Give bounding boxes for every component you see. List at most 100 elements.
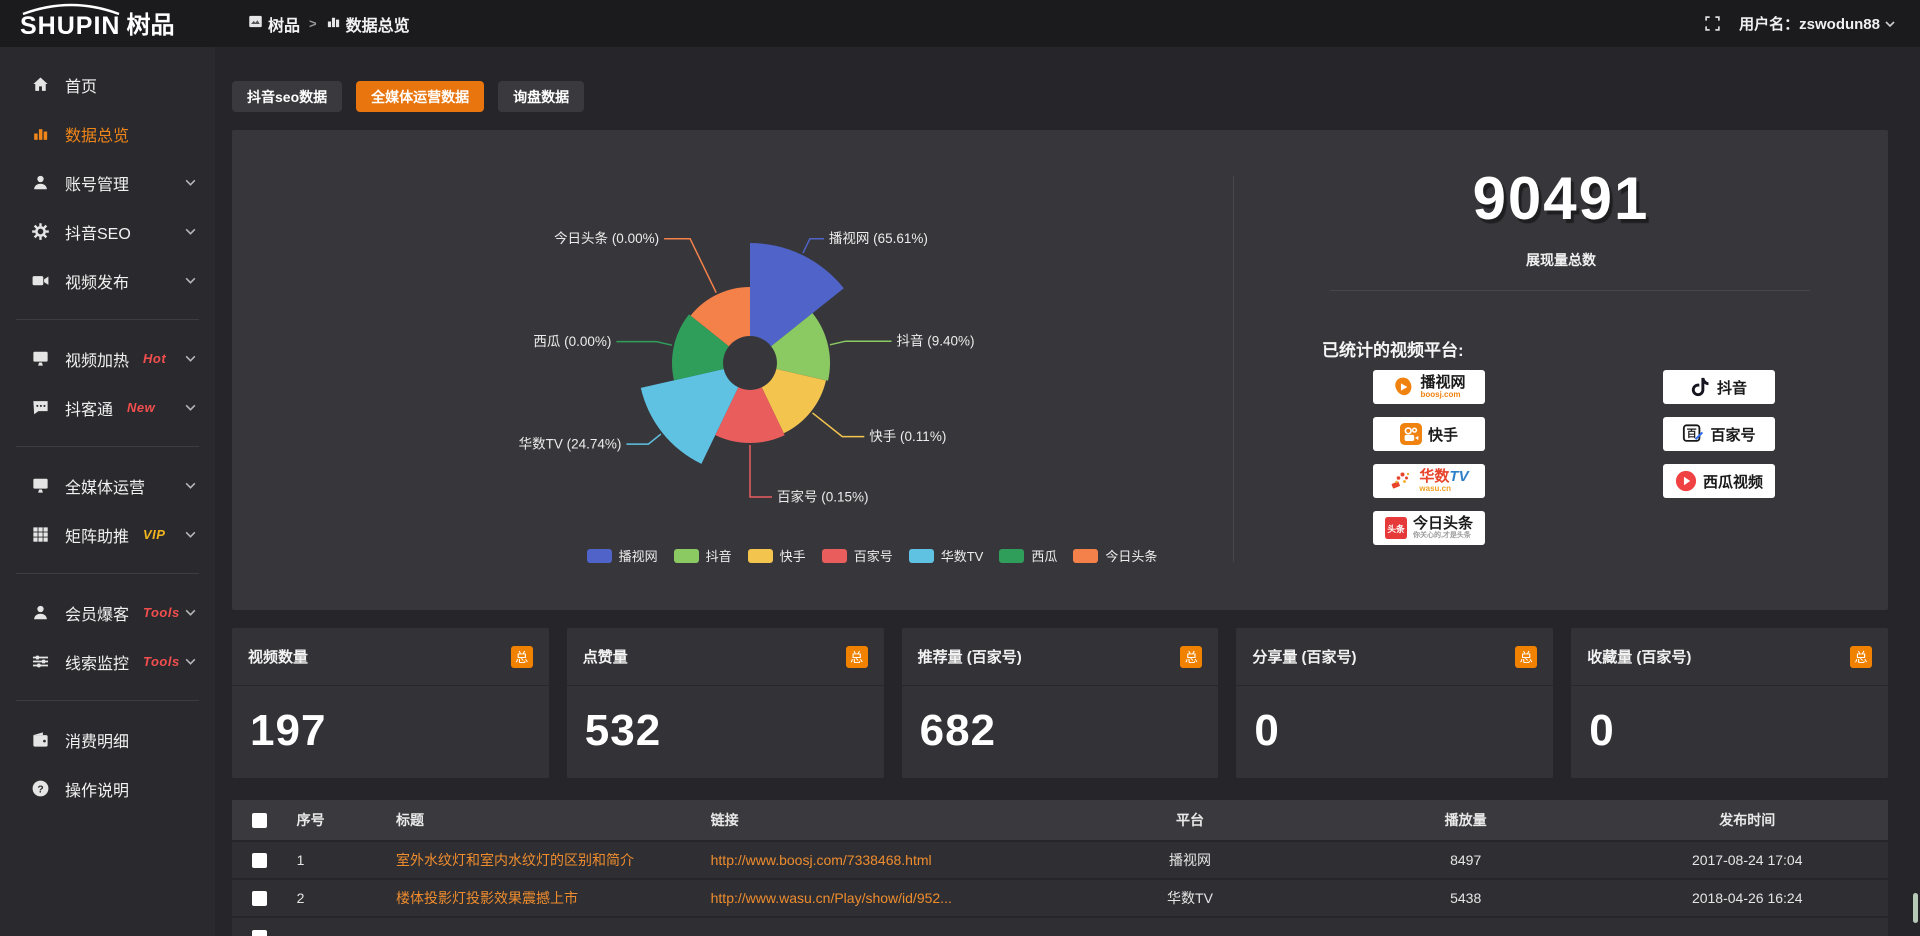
xigua-logo-icon [1675,470,1697,492]
legend-item-抖音[interactable]: 抖音 [673,546,732,565]
sidebar-item-消费明细[interactable]: 消费明细 [0,715,215,764]
legend-item-今日头条[interactable]: 今日头条 [1073,546,1157,565]
monitor-icon [30,476,50,495]
vertical-scrollbar[interactable] [1913,893,1918,923]
platforms-title: 已统计的视频平台: [1322,341,1464,360]
stat-card-header: 收藏量 (百家号) 总 [1571,628,1888,686]
platform-name: 今日头条 [1412,515,1473,533]
chevron-down-icon [184,274,197,287]
row-checkbox[interactable] [251,929,267,936]
legend-label: 西瓜 [1031,549,1058,564]
platform-sub: 你关心的,才是头条 [1412,532,1471,540]
gear-icon [30,222,50,241]
boosj-logo-icon [1392,376,1414,398]
sidebar-item-数据总览[interactable]: 数据总览 [0,109,215,158]
platform-name: 华数TV [1419,467,1469,485]
pie-label-line [616,340,673,346]
impressions-total-value: 90491 [1472,165,1650,232]
user-icon [30,603,50,622]
tab-询盘数据[interactable]: 询盘数据 [498,81,585,112]
sidebar-item-首页[interactable]: 首页 [0,60,215,109]
legend-label: 抖音 [705,549,732,564]
tab-抖音seo数据[interactable]: 抖音seo数据 [232,81,343,112]
svg-text:?: ? [37,784,43,795]
sidebar-item-抖客通[interactable]: 抖客通 New [0,383,215,432]
pie-label-line [664,237,717,294]
camera-icon [30,271,50,290]
cell-link[interactable]: http://www.boosj.com/7338468.html [700,840,1055,879]
legend-swatch [586,548,612,563]
wallet-icon [30,730,50,749]
sidebar-item-会员爆客[interactable]: 会员爆客 Tools [0,588,215,637]
legend-label: 快手 [779,549,806,564]
tab-全媒体运营数据[interactable]: 全媒体运营数据 [356,81,485,112]
row-checkbox[interactable] [251,891,267,907]
chevron-down-icon [184,479,197,492]
legend-swatch [1073,548,1099,563]
total-badge: 总 [1515,645,1538,668]
logo-text-cn: 树品 [126,12,175,39]
svg-text:百: 百 [1687,428,1697,440]
breadcrumb-label: 树品 [268,17,301,35]
sidebar-item-抖音SEO[interactable]: 抖音SEO [0,207,215,256]
cell-link[interactable]: http://www.wasu.cn/Play/show/id/952... [700,878,1055,917]
stat-card-header: 视频数量 总 [232,628,549,686]
breadcrumb: 树品 > 数据总览 [248,12,410,36]
sidebar-item-视频发布[interactable]: 视频发布 [0,256,215,305]
sidebar-item-操作说明[interactable]: ? 操作说明 [0,764,215,813]
total-badge: 总 [845,645,868,668]
monitor-icon [30,349,50,368]
row-checkbox[interactable] [251,853,267,869]
bar-chart-icon [30,124,50,143]
sidebar-item-账号管理[interactable]: 账号管理 [0,158,215,207]
data-tabs: 抖音seo数据 全媒体运营数据 询盘数据 [232,81,585,112]
platform-name: 西瓜视频 [1702,473,1763,491]
stat-card-label: 收藏量 (百家号) [1587,649,1692,666]
user-icon [30,173,50,192]
pie-label-line [829,340,892,346]
sidebar-divider [16,700,199,701]
total-badge: 总 [510,645,533,668]
legend-item-西瓜[interactable]: 西瓜 [999,546,1057,565]
sidebar-item-视频加热[interactable]: 视频加热 Hot [0,334,215,383]
legend-item-快手[interactable]: 快手 [747,546,806,565]
pie-slice-西瓜[interactable] [672,314,729,381]
sidebar-item-badge: Tools [143,654,180,669]
breadcrumb-item-current[interactable]: 数据总览 [326,12,410,36]
sidebar-item-全媒体运营[interactable]: 全媒体运营 [0,461,215,510]
sidebar-item-badge: Tools [143,605,180,620]
breadcrumb-item-home[interactable]: 树品 [248,12,300,36]
sidebar-item-label: 视频发布 [65,274,130,292]
stat-card-value: 0 [1254,706,1280,755]
chevron-down-icon [184,225,197,238]
chevron-down-icon [1885,20,1895,27]
pie-slice-百家号[interactable] [715,387,785,444]
sidebar-item-矩阵助推[interactable]: 矩阵助推 VIP [0,510,215,559]
grid-icon [30,525,50,544]
sidebar-item-线索监控[interactable]: 线索监控 Tools [0,637,215,686]
stat-card-label: 视频数量 [248,649,309,666]
legend-item-华数TV[interactable]: 华数TV [908,546,983,565]
toutiao-logo-icon: 头条 [1384,517,1407,539]
pie-slice-抖音[interactable] [771,313,830,381]
pie-slice-今日头条[interactable] [690,287,750,347]
user-menu[interactable]: 用户名：zswodun88 [1739,13,1896,34]
pie-slice-快手[interactable] [761,369,826,434]
pie-slice-播视网[interactable] [750,243,844,347]
stat-card-分享量 (百家号): 分享量 (百家号) 总 0 [1236,628,1554,778]
stat-card-label: 分享量 (百家号) [1252,649,1357,666]
pie-slice-华数TV[interactable] [640,369,739,464]
cell-title[interactable]: 室外水纹灯和室内水纹灯的区别和简介 [386,840,701,879]
platform-name: 快手 [1427,426,1458,444]
cell-title[interactable]: 楼体投影灯投影效果震撼上市 [386,878,701,917]
platform-sub: wasu.cn [1419,483,1451,493]
sidebar-item-label: 首页 [65,78,98,96]
legend-label: 播视网 [618,549,658,564]
fullscreen-icon[interactable] [1704,15,1721,32]
legend-item-百家号[interactable]: 百家号 [821,546,893,565]
legend-item-播视网[interactable]: 播视网 [586,546,658,565]
stat-cards-row: 视频数量 总 197 点赞量 总 532 推荐量 (百家号) 总 682 分享量… [232,628,1888,778]
cell-index: 1 [286,840,386,879]
select-all-checkbox[interactable] [251,813,267,829]
